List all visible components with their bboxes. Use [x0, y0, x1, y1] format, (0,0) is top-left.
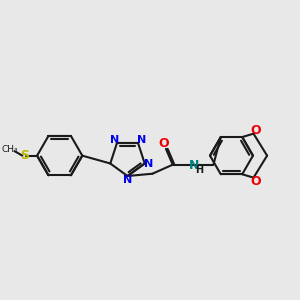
Text: S: S: [20, 149, 29, 162]
Text: O: O: [158, 137, 169, 150]
Text: N: N: [189, 159, 200, 172]
Text: N: N: [110, 135, 119, 145]
Text: O: O: [250, 175, 261, 188]
Text: N: N: [137, 135, 146, 145]
Text: CH₃: CH₃: [2, 146, 18, 154]
Text: O: O: [250, 124, 261, 137]
Text: N: N: [145, 159, 154, 169]
Text: N: N: [123, 175, 132, 185]
Text: H: H: [195, 165, 203, 175]
